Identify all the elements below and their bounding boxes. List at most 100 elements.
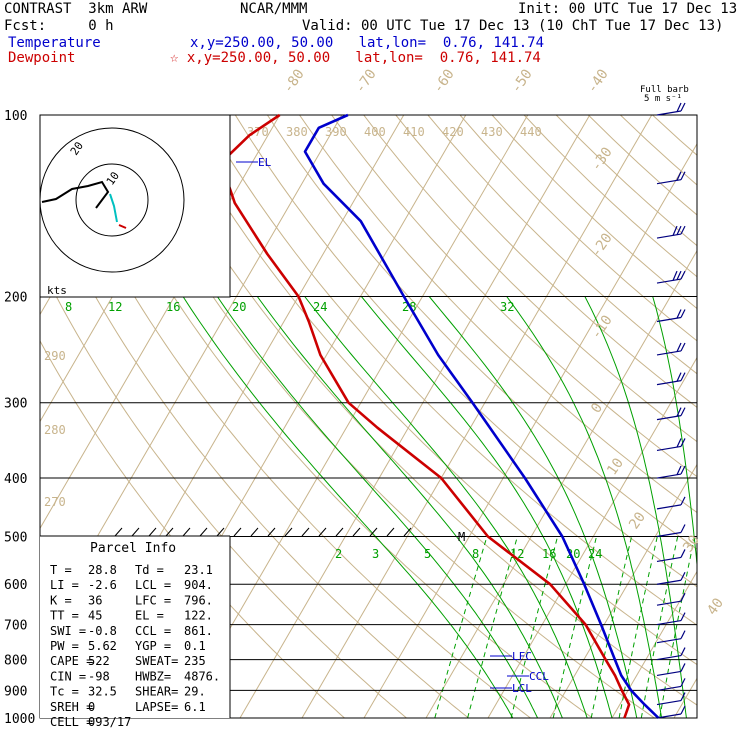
wind-barb-staff: [656, 504, 682, 510]
wind-barb-flag: [680, 407, 686, 416]
moist-adiabat-label: 16: [166, 300, 180, 314]
pressure-tick-label: 400: [4, 472, 27, 487]
marker-label-el: EL: [258, 156, 272, 169]
wind-barb-flag: [680, 438, 686, 447]
hatch-mark: [403, 527, 412, 537]
pressure-tick-label: 500: [4, 530, 27, 545]
dry-adiabat-line: [652, 115, 697, 156]
wind-barb-flag: [676, 465, 682, 475]
wind-barb-flag: [676, 102, 682, 112]
hodograph-trace: [41, 180, 110, 209]
parcel-param-value: 0.1: [184, 639, 206, 653]
mixing-ratio-line: [590, 536, 633, 718]
isotherm-line: [487, 356, 697, 718]
valid-time: Valid: 00 UTC Tue 17 Dec 13 (10 ChT Tue …: [302, 18, 724, 34]
model-title: CONTRAST 3km ARW: [4, 1, 148, 17]
pressure-tick-label: 100: [4, 109, 27, 124]
wind-barb-flag: [680, 465, 686, 475]
hodograph-ring-label: 10: [104, 169, 122, 187]
parcel-param-name: Tc =: [50, 685, 79, 699]
hatch-mark: [335, 527, 344, 537]
hatch-mark: [301, 527, 310, 537]
hatch-mark: [250, 527, 259, 537]
parcel-param-value: 093/17: [88, 715, 131, 729]
parcel-param-value: 122.: [184, 609, 213, 623]
theta-label: 270: [44, 495, 66, 509]
dry-adiabat-line: [395, 115, 697, 408]
parcel-param-value: 29.: [184, 685, 206, 699]
moist-adiabat-line: [216, 296, 539, 718]
hatch-mark: [199, 527, 208, 537]
mixing-ratio-label: 16: [542, 547, 556, 561]
pressure-tick-label: 600: [4, 578, 27, 593]
wind-barb-flag: [676, 407, 682, 417]
wind-barb-staff: [656, 685, 682, 692]
hodograph-trace-lower: [109, 193, 118, 223]
moist-adiabat-line: [652, 296, 697, 569]
parcel-param-name: LAPSE=: [135, 700, 178, 714]
parcel-param-name: SWEAT=: [135, 654, 178, 668]
pressure-tick-label: 900: [4, 684, 27, 699]
parcel-param-value: -2.6: [88, 578, 117, 592]
plot-frame: [39, 114, 698, 719]
center-title: NCAR/MMM: [240, 1, 308, 17]
dewpoint-location: ☆ x,y=250.00, 50.00 lat,lon= 0.76, 141.7…: [170, 50, 541, 66]
wind-barb-staff: [656, 600, 682, 606]
wind-barb-staff: [656, 654, 682, 661]
pressure-tick-label: 800: [4, 654, 27, 669]
hatch-mark: [386, 527, 395, 537]
mixing-ratio-line: [552, 536, 597, 718]
isotherm-label: -40: [584, 66, 612, 96]
hatch-mark: [233, 527, 242, 537]
theta-label: 290: [44, 349, 66, 363]
parcel-param-name: T =: [50, 563, 72, 577]
theta-label: 440: [520, 125, 542, 139]
isotherm-line: [239, 115, 591, 718]
mixing-ratio-label: 5: [424, 547, 431, 561]
parcel-param-name: CAPE =: [50, 654, 93, 668]
parcel-param-value: -0.8: [88, 624, 117, 638]
isotherm-label: -50: [508, 66, 536, 96]
parcel-param-value: 904.: [184, 578, 213, 592]
isotherm-line: [301, 115, 653, 718]
isotherm-line: [736, 115, 740, 718]
mixing-ratio-label: 2: [335, 547, 342, 561]
parcel-param-name: LCL =: [135, 578, 171, 592]
freezing-level-mark: M: [458, 530, 465, 544]
parcel-param-value: 23.1: [184, 563, 213, 577]
wind-barb-flag: [680, 571, 686, 581]
isotherm-label: 10: [604, 455, 627, 478]
pressure-tick-label: 200: [4, 291, 27, 306]
theta-label: 400: [364, 125, 386, 139]
parcel-param-value: 0: [88, 700, 95, 714]
dewpoint-legend: Dewpoint: [8, 50, 76, 66]
barb-legend-unit: 5 m s⁻¹: [644, 94, 682, 104]
wind-barb-staff: [656, 620, 682, 626]
parcel-param-name: Td =: [135, 563, 164, 577]
theta-label: 280: [44, 423, 66, 437]
dry-adiabat-line: [363, 115, 697, 443]
wind-barb-staff: [656, 699, 682, 706]
temperature-legend: Temperature: [8, 35, 101, 51]
parcel-param-name: YGP =: [135, 639, 171, 653]
hatch-mark: [267, 527, 276, 537]
pressure-tick-label: 300: [4, 397, 27, 412]
parcel-param-name: HWBZ=: [135, 669, 171, 683]
isotherm-label: -80: [280, 66, 308, 96]
theta-label: 370: [247, 125, 269, 139]
hatch-mark: [216, 527, 225, 537]
isotherm-line: [611, 570, 697, 718]
temperature-location: x,y=250.00, 50.00 lat,lon= 0.76, 141.74: [190, 35, 545, 51]
wind-barb-flag: [680, 630, 686, 639]
wind-barb-flag: [676, 225, 682, 236]
parcel-param-name: EL =: [135, 609, 164, 623]
theta-label: 430: [481, 125, 503, 139]
wind-barb-flag: [672, 225, 678, 236]
wind-barb-flag: [680, 225, 686, 235]
isotherm-line: [363, 142, 697, 718]
dry-adiabat-line: [202, 115, 697, 626]
parcel-param-value: 36: [88, 593, 102, 607]
dry-adiabat-line: [106, 115, 655, 718]
parcel-param-name: TT =: [50, 609, 79, 623]
wind-barb-flag: [680, 612, 686, 621]
